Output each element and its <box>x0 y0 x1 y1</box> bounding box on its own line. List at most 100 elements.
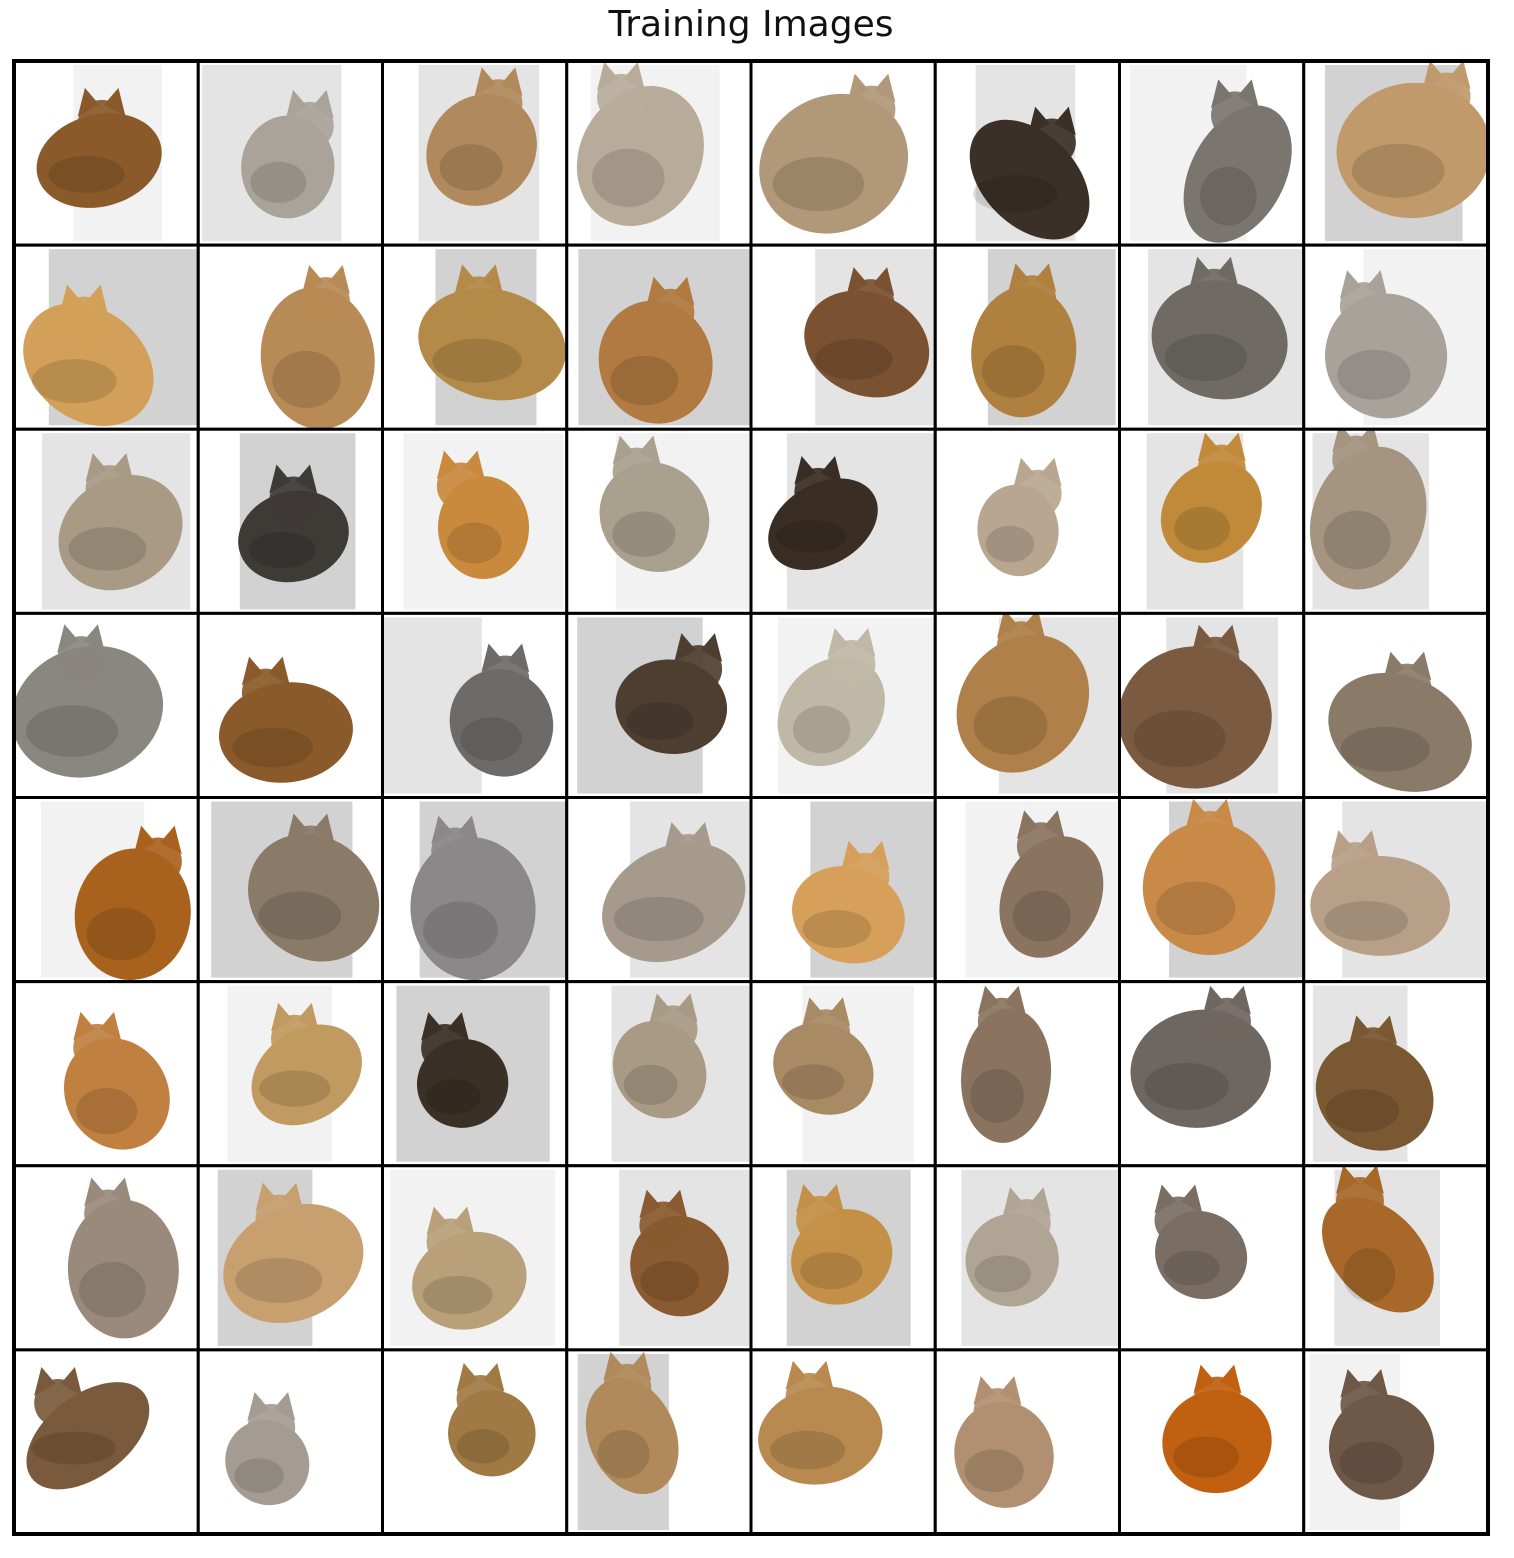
cat-ears <box>1339 270 1388 299</box>
cell-photo <box>566 981 751 1166</box>
cat-shading <box>426 1078 481 1115</box>
cat-ears <box>597 61 645 91</box>
cat-ears <box>796 1183 844 1213</box>
cat-ears <box>1203 985 1251 1015</box>
image-cell <box>933 611 1121 799</box>
cat-ears <box>1211 79 1259 109</box>
cat-ears <box>1190 256 1239 286</box>
cat-body <box>1309 446 1427 590</box>
cat-head <box>73 1023 122 1072</box>
cat-shading <box>775 520 847 553</box>
image-cell <box>196 611 384 799</box>
cat-head <box>436 462 485 511</box>
cell-photo <box>14 613 199 798</box>
image-cell <box>565 427 753 615</box>
cell-photo <box>751 981 936 1166</box>
image-cell <box>1302 243 1490 431</box>
cat-head <box>1336 1177 1384 1225</box>
image-cell <box>565 611 753 799</box>
cat-ears <box>34 1367 83 1396</box>
cell-photo <box>751 61 936 246</box>
image-cell <box>749 59 937 247</box>
cat-head <box>847 85 896 134</box>
cat-ears <box>1331 830 1380 859</box>
cell-photo <box>382 1165 567 1350</box>
cat-shading <box>258 891 342 940</box>
cat-shading <box>973 696 1048 755</box>
image-cell <box>1118 611 1306 799</box>
cat-head <box>59 296 108 345</box>
cat-ears <box>1008 263 1057 292</box>
cat-ears <box>802 997 851 1027</box>
cat-shading <box>460 717 522 761</box>
cat-head <box>269 476 318 525</box>
image-cell <box>749 980 937 1168</box>
cell-photo <box>1119 981 1304 1166</box>
cat-ears <box>664 822 713 851</box>
cat-body <box>1142 821 1276 956</box>
cat-ears <box>302 265 350 294</box>
cat-shading <box>772 156 865 212</box>
cat-ears <box>454 264 503 294</box>
image-cell <box>1302 611 1490 799</box>
cat-shading <box>1012 890 1071 942</box>
cat-ears <box>57 624 106 653</box>
cat-shading <box>31 1431 117 1465</box>
cat-ears <box>133 825 182 855</box>
image-cell <box>933 1348 1121 1536</box>
cat-ears <box>1332 429 1381 453</box>
cat-head <box>474 79 523 128</box>
cell-photo <box>382 245 567 430</box>
cell-photo <box>1303 429 1488 614</box>
cat-head <box>997 621 1045 670</box>
image-cell <box>381 243 569 431</box>
cat-ears <box>1191 624 1240 654</box>
cat-body <box>602 842 746 963</box>
cat-ears <box>1186 798 1234 828</box>
cat-head <box>1013 469 1062 518</box>
cat-ears <box>59 284 108 314</box>
cat-shading <box>1325 1088 1400 1133</box>
cat-shading <box>800 1252 863 1290</box>
cat-body <box>1315 1038 1434 1151</box>
cat-head <box>1339 282 1388 330</box>
cat-ears <box>1197 432 1246 462</box>
cat-body <box>961 1008 1052 1143</box>
cat-head <box>456 1374 505 1423</box>
cell-photo <box>382 613 567 798</box>
cat-head <box>454 276 503 325</box>
grid-border <box>12 59 1490 1536</box>
cell-photo <box>198 981 383 1166</box>
cat-shading <box>1323 510 1391 570</box>
cat-body <box>223 1203 364 1324</box>
cat-head <box>286 825 335 874</box>
cat-shading <box>25 705 119 757</box>
image-cell <box>749 611 937 799</box>
cat-head <box>1349 1027 1398 1076</box>
cat-head <box>77 99 126 148</box>
cell-photo <box>382 61 567 246</box>
image-cell <box>12 980 200 1168</box>
image-cell <box>381 59 569 247</box>
image-cell <box>1302 980 1490 1168</box>
cat-head <box>802 1009 851 1058</box>
cat-head <box>649 1005 698 1054</box>
cat-shading <box>234 1458 284 1493</box>
cat-head <box>1186 810 1234 859</box>
cat-ears <box>247 1391 296 1421</box>
cat-head <box>612 447 661 496</box>
cat-head <box>1383 663 1432 712</box>
cat-ears <box>241 656 290 686</box>
cat-ears <box>827 628 876 657</box>
cell-photo <box>935 61 1120 246</box>
cat-ears <box>846 267 895 296</box>
cat-shading <box>770 1430 846 1470</box>
cell-photo <box>1119 797 1304 982</box>
cat-head <box>241 668 290 717</box>
cat-body <box>58 474 183 591</box>
cell-photo <box>198 245 383 430</box>
cat-ears <box>785 1360 834 1390</box>
cat-body <box>999 836 1104 958</box>
image-cell <box>196 243 384 431</box>
cat-ears <box>1349 1015 1398 1045</box>
